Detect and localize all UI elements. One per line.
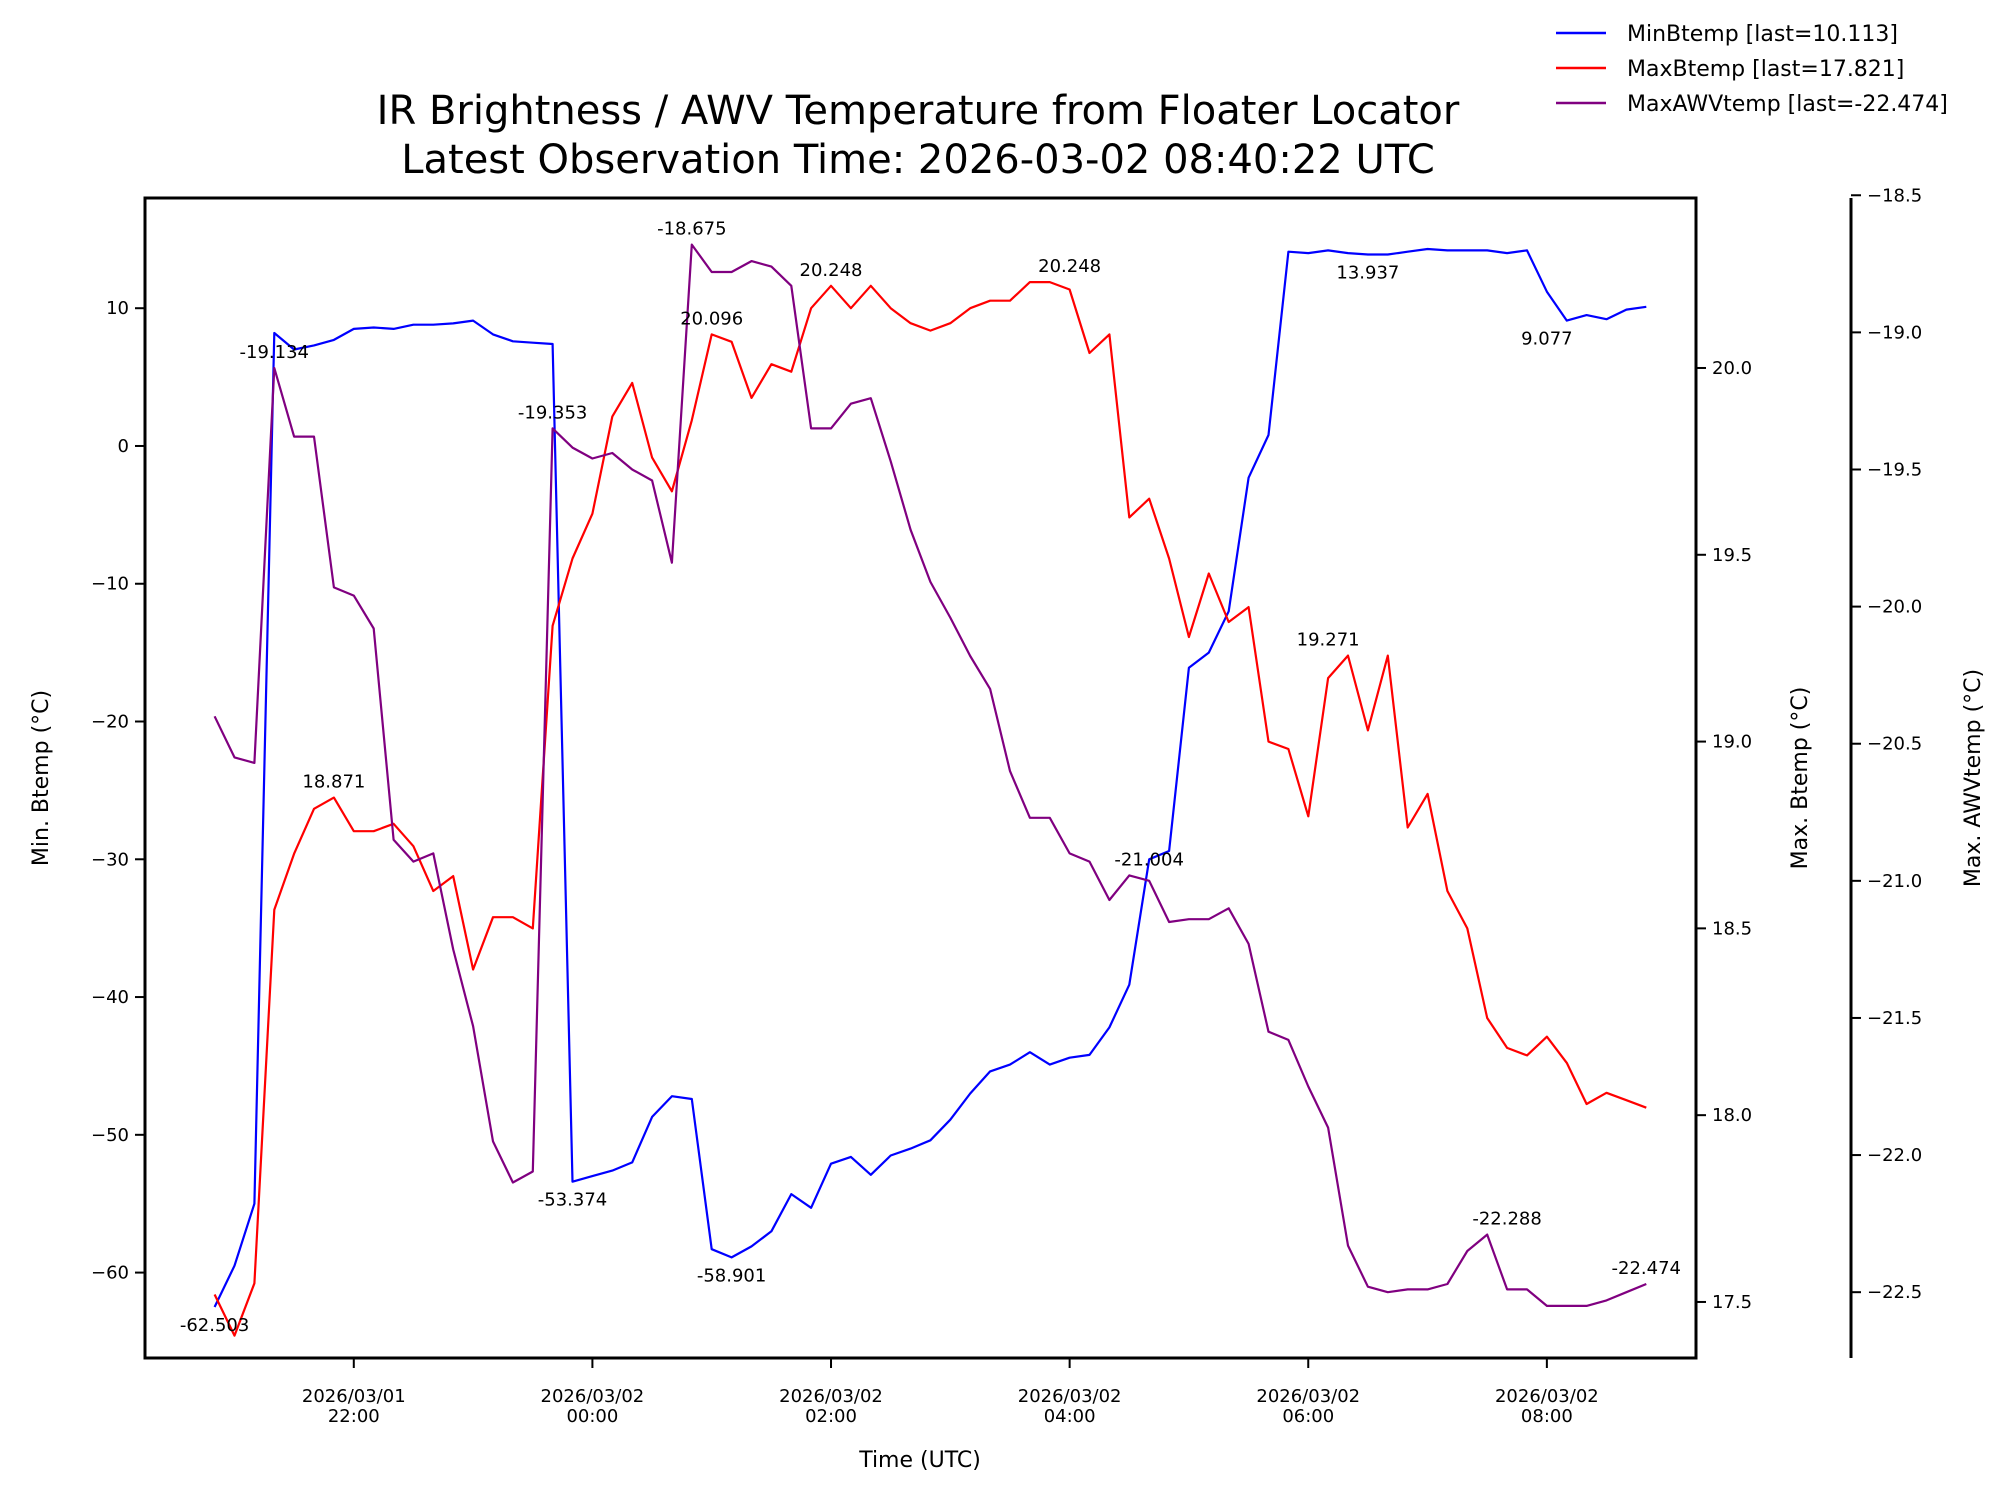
y-axis-right2: −18.5 −19.0 −19.5 −20.0 −20.5 −21.0 −21.5 −22.0… <box>1849 185 1922 1358</box>
data-annotation: -18.675 <box>657 219 726 240</box>
y-axis-right: 20.0 19.5 19.0 18.5 18.0 17.5 <box>1696 358 1752 1313</box>
legend-label: MaxBtemp [last=17.821] <box>1627 57 1904 82</box>
y-right2-tick-label: −19.5 <box>1867 459 1922 480</box>
y-left-tick-label: 0 <box>118 436 129 457</box>
y-right2-tick-label: −20.5 <box>1867 734 1922 755</box>
data-annotation: 18.871 <box>302 772 365 793</box>
annotation-layer: -62.503 -53.374 -58.901 13.937 9.077 18.871 20… <box>180 219 1681 1336</box>
data-annotation: -22.474 <box>1612 1258 1681 1279</box>
series-line-2 <box>213 281 1647 1337</box>
x-tick-label-time: 22:00 <box>328 1406 380 1427</box>
x-tick-label-time: 02:00 <box>805 1406 857 1427</box>
y-right2-tick-label: −22.5 <box>1867 1282 1922 1303</box>
y-axis-right-label: Max. Btemp (°C) <box>1788 687 1813 870</box>
chart-title: IR Brightness / AWV Temperature from Flo… <box>377 88 1460 134</box>
x-tick-label-date: 2026/03/02 <box>1018 1386 1122 1407</box>
data-annotation: -53.374 <box>538 1190 607 1211</box>
series-line-3 <box>213 243 1647 1308</box>
x-tick-label-date: 2026/03/02 <box>541 1386 645 1407</box>
x-axis: 2026/03/0122:002026/03/0200:002026/03/02… <box>302 1358 1599 1427</box>
x-tick-label-date: 2026/03/01 <box>302 1386 406 1407</box>
data-annotation: -19.134 <box>240 342 309 363</box>
series-line-1 <box>213 247 1647 1308</box>
chart-subtitle: Latest Observation Time: 2026-03-02 08:4… <box>401 137 1435 183</box>
y-axis-left: 10 0 −10 −20 −30 −40 −50 −60 <box>91 298 145 1284</box>
legend-label: MaxAWVtemp [last=-22.474] <box>1627 92 1948 117</box>
y-right-tick-label: 20.0 <box>1712 358 1752 379</box>
y-right-tick-label: 19.0 <box>1712 732 1752 753</box>
legend: MinBtemp [last=10.113] MaxBtemp [last=17.… <box>1556 22 1948 117</box>
y-right-tick-label: 18.0 <box>1712 1105 1752 1126</box>
data-annotation: 20.096 <box>680 308 743 329</box>
y-right2-tick-label: −21.0 <box>1867 871 1922 892</box>
data-annotation: -58.901 <box>697 1265 766 1286</box>
y-left-tick-label: −30 <box>91 849 129 870</box>
data-annotation: 19.271 <box>1297 630 1360 651</box>
legend-label: MinBtemp [last=10.113] <box>1627 22 1898 47</box>
y-right2-tick-label: −18.5 <box>1867 185 1922 206</box>
data-annotation: 13.937 <box>1336 262 1399 283</box>
x-tick-label-time: 06:00 <box>1282 1406 1334 1427</box>
x-tick-label-date: 2026/03/02 <box>1495 1386 1599 1407</box>
plot-frame <box>143 196 1698 1360</box>
y-left-tick-label: −20 <box>91 712 129 733</box>
data-annotation: 20.248 <box>800 260 863 281</box>
y-left-tick-label: −40 <box>91 987 129 1008</box>
y-left-tick-label: −50 <box>91 1125 129 1146</box>
y-axis-right2-label: Max. AWVtemp (°C) <box>1961 669 1986 887</box>
x-axis-label: Time (UTC) <box>858 1448 981 1473</box>
data-annotation: 20.248 <box>1038 256 1101 277</box>
data-annotation: 9.077 <box>1521 329 1573 350</box>
y-right2-tick-label: −20.0 <box>1867 597 1922 618</box>
y-axis-left-label: Min. Btemp (°C) <box>29 690 54 866</box>
x-tick-label-time: 08:00 <box>1521 1406 1573 1427</box>
x-tick-label-date: 2026/03/02 <box>1256 1386 1360 1407</box>
x-tick-label-time: 00:00 <box>566 1406 618 1427</box>
data-annotation: -21.004 <box>1114 849 1183 870</box>
x-tick-label-time: 04:00 <box>1044 1406 1096 1427</box>
y-left-tick-label: 10 <box>106 298 129 319</box>
y-right-tick-label: 18.5 <box>1712 918 1752 939</box>
y-right2-tick-label: −21.5 <box>1867 1008 1922 1029</box>
series-layer <box>213 243 1647 1337</box>
y-left-tick-label: −60 <box>91 1263 129 1284</box>
y-right2-tick-label: −22.0 <box>1867 1145 1922 1166</box>
x-tick-label-date: 2026/03/02 <box>779 1386 883 1407</box>
y-right-tick-label: 17.5 <box>1712 1292 1752 1313</box>
y-left-tick-label: −10 <box>91 574 129 595</box>
y-right-tick-label: 19.5 <box>1712 545 1752 566</box>
data-annotation: -22.288 <box>1472 1209 1541 1230</box>
data-annotation: -62.503 <box>180 1315 249 1336</box>
data-annotation: -19.353 <box>518 402 587 423</box>
y-right2-tick-label: −19.0 <box>1867 322 1922 343</box>
